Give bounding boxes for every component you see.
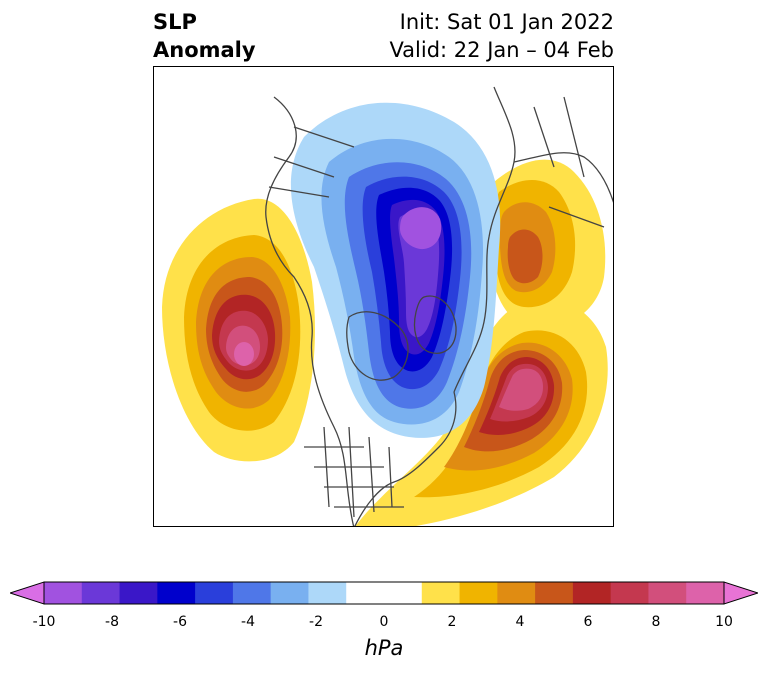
colorbar-segment	[308, 582, 347, 604]
colorbar-extend-max	[724, 582, 758, 604]
colorbar-segment	[610, 582, 649, 604]
colorbar-tick-label: 4	[515, 614, 525, 630]
arctic-low-anomaly	[290, 102, 501, 438]
colorbar-segment	[497, 582, 536, 604]
colorbar-segment	[384, 582, 423, 604]
colorbar-segment	[81, 582, 121, 604]
colorbar-segment	[44, 582, 83, 604]
anomaly-map	[162, 86, 613, 526]
pacific-high-anomaly	[162, 198, 315, 462]
colorbar-unit-label: hPa	[364, 636, 404, 660]
title-variable-line2: Anomaly	[153, 38, 256, 62]
colorbar-segment	[459, 582, 498, 604]
title-variable-line1: SLP	[153, 10, 197, 34]
colorbar-segment	[119, 582, 158, 604]
colorbar-tick-label: -2	[309, 614, 323, 630]
colorbar-tick-label: 0	[379, 614, 389, 630]
colorbar-segment	[232, 582, 272, 604]
colorbar-segment	[270, 582, 309, 604]
init-date: Init: Sat 01 Jan 2022	[399, 10, 614, 34]
colorbar-tick-label: -6	[173, 614, 187, 630]
colorbar-segment	[195, 582, 234, 604]
colorbar-tick-label: -4	[241, 614, 255, 630]
siberia-high-anomaly	[487, 159, 606, 330]
colorbar-tick-label: 6	[583, 614, 593, 630]
valid-range: Valid: 22 Jan – 04 Feb	[389, 38, 614, 62]
coastlines	[265, 86, 613, 526]
colorbar-segment	[421, 582, 461, 604]
atlantic-high-anomaly	[355, 299, 608, 526]
colorbar-segment	[535, 582, 574, 604]
map-panel	[153, 66, 614, 527]
colorbar-segment	[346, 582, 385, 604]
colorbar-tick-label: -8	[105, 614, 119, 630]
colorbar	[10, 581, 758, 605]
colorbar-segment	[648, 582, 687, 604]
colorbar-tick-label: 8	[651, 614, 661, 630]
colorbar-segment	[572, 582, 612, 604]
map-dates: Init: Sat 01 Jan 2022 Valid: 22 Jan – 04…	[389, 8, 614, 64]
colorbar-segment	[157, 582, 196, 604]
map-title: SLP Anomaly	[153, 8, 256, 64]
colorbar-segment	[686, 582, 725, 604]
colorbar-tick-label: 10	[715, 614, 733, 630]
colorbar-extend-min	[10, 582, 44, 604]
colorbar-tick-label: -10	[32, 614, 56, 630]
colorbar-tick-label: 2	[447, 614, 457, 630]
